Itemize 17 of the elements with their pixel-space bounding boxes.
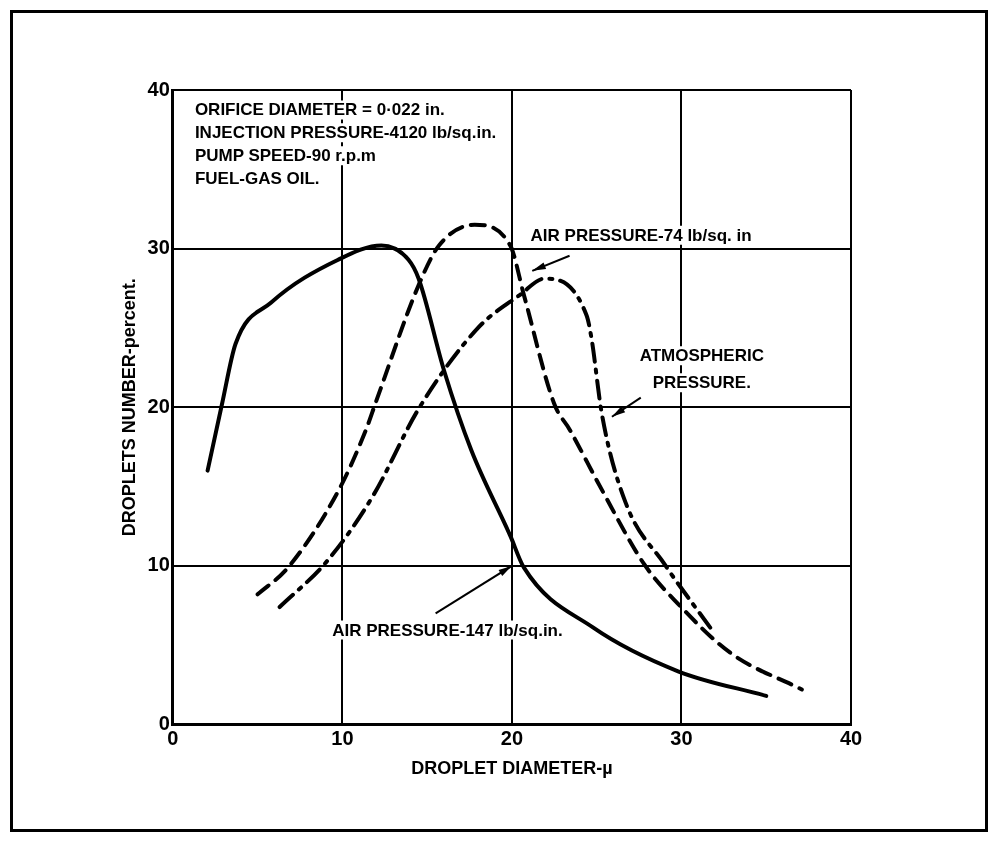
series-label: AIR PRESSURE-147 lb/sq.in. [332, 620, 563, 640]
x-tick-label: 20 [500, 726, 524, 749]
x-tick-label: 30 [670, 726, 693, 749]
y-tick-label: 20 [147, 394, 170, 417]
annotation: INJECTION PRESSURE-4120 lb/sq.in. [194, 123, 497, 143]
annotation: ORIFICE DIAMETER = 0·022 in. [194, 100, 445, 120]
x-axis-title: DROPLET DIAMETER-µ [411, 758, 613, 779]
annotation: FUEL-GAS OIL. [194, 169, 320, 189]
series-label: AIR PRESSURE-74 lb/sq. in [530, 225, 752, 245]
y-tick-label: 40 [147, 77, 170, 100]
annotation: PUMP SPEED-90 r.p.m [194, 146, 376, 166]
x-tick-label: 10 [331, 726, 354, 749]
y-tick-label: 10 [147, 553, 170, 576]
y-tick-label: 30 [147, 236, 170, 259]
x-tick-label: 40 [839, 726, 863, 749]
y-axis-title: DROPLETS NUMBER-percent. [118, 278, 139, 537]
text: ATMOSPHERIC PRESSURE. [639, 346, 764, 393]
